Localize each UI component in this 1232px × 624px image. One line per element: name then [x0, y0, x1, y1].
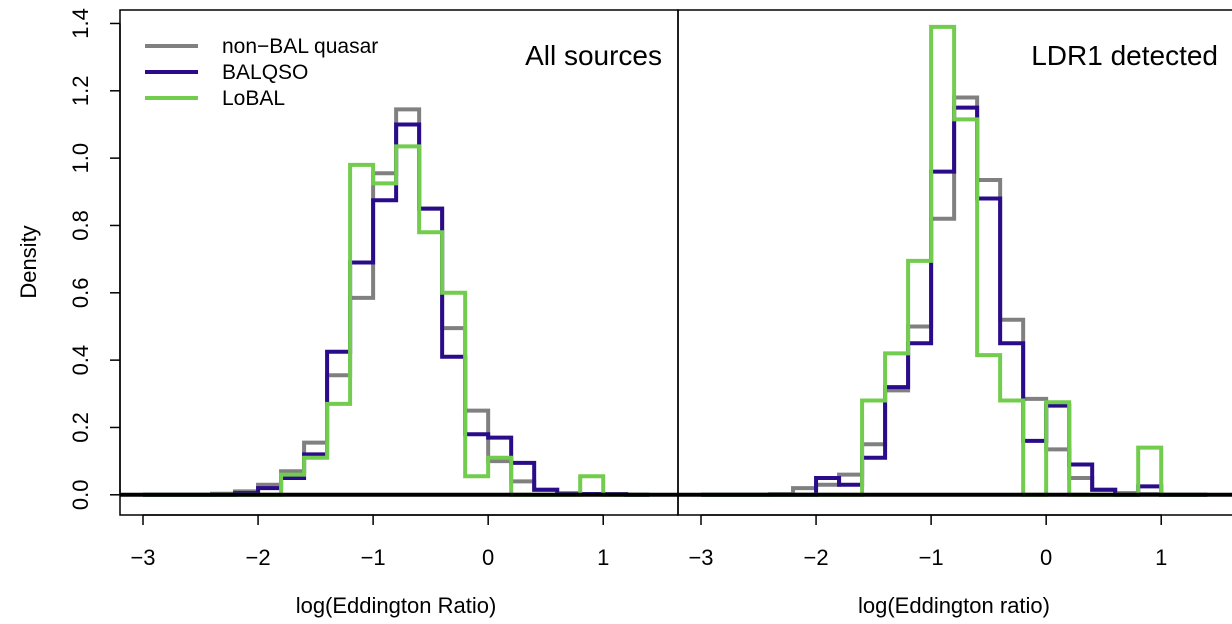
- series-balqso-histogram: [143, 122, 650, 497]
- y-tick-label: 0.0: [68, 480, 93, 511]
- x-tick-label: −3: [130, 545, 155, 570]
- x-tick-label: −1: [919, 545, 944, 570]
- x-axis-label: log(Eddington Ratio): [296, 593, 497, 618]
- legend-label: LoBAL: [222, 87, 285, 110]
- x-tick-label: −2: [804, 545, 829, 570]
- y-tick-label: 0.2: [68, 412, 93, 443]
- y-axis-label: Density: [16, 225, 41, 298]
- x-tick-label: −3: [688, 545, 713, 570]
- panel-title: All sources: [525, 40, 662, 71]
- panel-ldr1-detected: LDR1 detected log(Eddington ratio) −3 −2 −…: [677, 9, 1232, 618]
- x-tick-label: 0: [1040, 545, 1052, 570]
- y-tick-label: 0.8: [68, 210, 93, 241]
- x-tick-label: −2: [246, 545, 271, 570]
- legend-item: LoBAL: [145, 87, 285, 110]
- y-tick-label: 1.2: [68, 76, 93, 107]
- legend-label: BALQSO: [222, 61, 308, 84]
- panel-frame: [119, 9, 679, 516]
- legend-label: non−BAL quasar: [222, 35, 378, 58]
- y-tick-label: 1.4: [68, 8, 93, 39]
- y-axis: 0.0 0.2 0.4 0.6 0.8 1.0 1.2 1.4: [68, 8, 121, 511]
- legend: non−BAL quasar BALQSO LoBAL: [145, 35, 378, 110]
- x-tick-label: 1: [597, 545, 609, 570]
- x-tick-label: −1: [361, 545, 386, 570]
- legend-item: BALQSO: [145, 61, 308, 84]
- series-balqso-histogram: [701, 105, 1208, 497]
- x-tick-label: 0: [482, 545, 494, 570]
- y-tick-label: 0.4: [68, 345, 93, 376]
- y-tick-label: 1.0: [68, 143, 93, 174]
- panel-title: LDR1 detected: [1031, 40, 1218, 71]
- panel-all-sources: All sources log(Eddington Ratio) −3 −2 −1 0…: [119, 9, 679, 618]
- x-axis-label: log(Eddington ratio): [858, 593, 1050, 618]
- y-tick-label: 0.6: [68, 278, 93, 309]
- x-tick-label: 1: [1155, 545, 1167, 570]
- series-lobal-histogram: [701, 24, 1208, 497]
- legend-item: non−BAL quasar: [145, 35, 378, 58]
